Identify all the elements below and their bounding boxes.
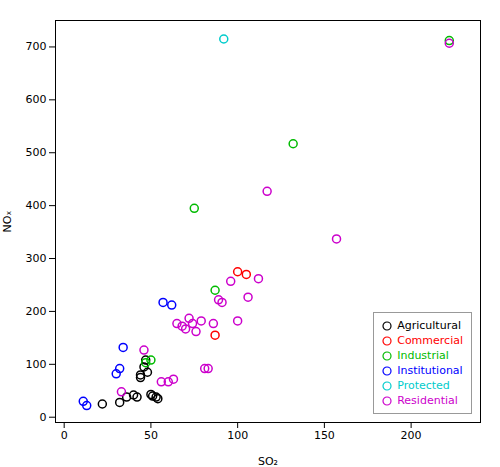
html-text:Agricultural: Agricultural — [397, 319, 461, 332]
svg-text:200: 200 — [401, 429, 422, 442]
svg-text:400: 400 — [26, 199, 47, 212]
html-text:Commercial: Commercial — [397, 334, 463, 347]
svg-text:500: 500 — [26, 146, 47, 159]
svg-text:600: 600 — [26, 93, 47, 106]
svg-text:200: 200 — [26, 305, 47, 318]
html-text:Protected: Protected — [397, 379, 450, 392]
html-text:Institutional: Institutional — [397, 364, 463, 377]
svg-text:100: 100 — [26, 358, 47, 371]
svg-text:0: 0 — [40, 411, 47, 424]
svg-text:300: 300 — [26, 252, 47, 265]
html-text:Residential: Residential — [397, 394, 458, 407]
svg-text:700: 700 — [26, 40, 47, 53]
html-text:Industrial: Industrial — [397, 349, 449, 362]
svg-text:100: 100 — [227, 429, 248, 442]
svg-text:NOₓ: NOₓ — [1, 211, 14, 233]
svg-text:150: 150 — [314, 429, 335, 442]
svg-text:SO₂: SO₂ — [258, 455, 278, 467]
svg-text:0: 0 — [61, 429, 68, 442]
svg-text:50: 50 — [144, 429, 158, 442]
